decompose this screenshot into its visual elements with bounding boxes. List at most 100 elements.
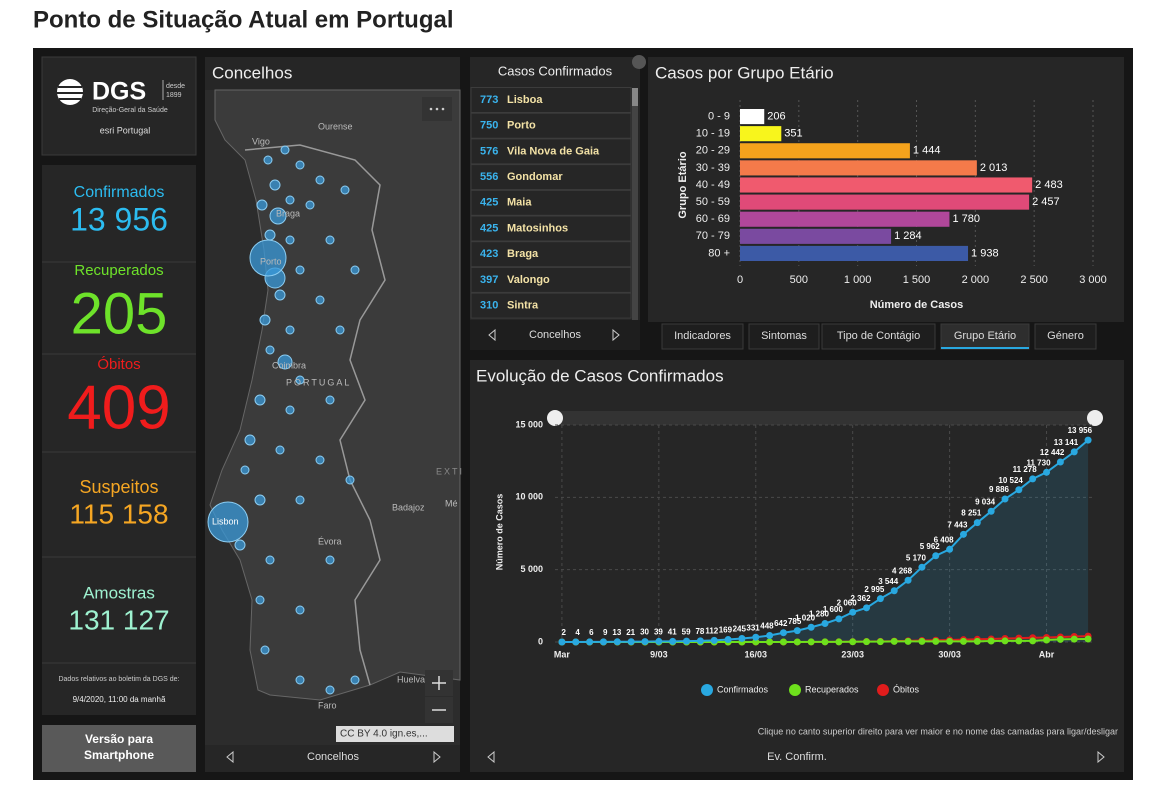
stat-label: Confirmados <box>74 184 165 201</box>
prev-arrow[interactable] <box>487 750 495 764</box>
data-point <box>1001 495 1009 503</box>
list-item[interactable] <box>470 87 632 113</box>
category-label: 10 - 19 <box>696 128 730 140</box>
list-item[interactable] <box>470 189 632 216</box>
zoom-icons <box>432 676 446 711</box>
tab-label[interactable]: Género <box>1047 330 1084 342</box>
map-bubble <box>285 195 295 205</box>
panel-footer[interactable]: Ev. Confirm. <box>767 751 827 763</box>
value-label: 2 060 <box>837 598 858 607</box>
map-label: Braga <box>276 208 300 218</box>
data-point <box>738 634 746 642</box>
legend-label[interactable]: Confirmados <box>717 684 769 694</box>
list-item[interactable] <box>470 164 632 191</box>
list-item[interactable] <box>470 112 632 139</box>
legend-swatch[interactable] <box>701 684 713 696</box>
value-label: 2 457 <box>1032 196 1060 208</box>
tab[interactable] <box>1034 323 1097 350</box>
button-text[interactable]: Smartphone <box>84 748 154 762</box>
scroll-thumb[interactable] <box>632 88 638 106</box>
tab-label[interactable]: Indicadores <box>674 330 731 342</box>
list-footer[interactable]: Concelhos <box>529 329 581 341</box>
x-axis-label: Número de Casos <box>870 299 964 311</box>
expand-button[interactable] <box>632 55 646 69</box>
stat-value: 13 956 <box>70 201 168 237</box>
map-labels: Ourense Vigo Braga Porto Coimbra PORTUGA… <box>212 121 462 710</box>
list-item[interactable] <box>470 266 632 293</box>
x-tick-label: 3 000 <box>1079 274 1107 286</box>
logo-panel <box>41 56 197 156</box>
smartphone-button[interactable] <box>42 725 196 772</box>
map-footer[interactable]: Concelhos <box>307 751 359 763</box>
time-slider[interactable] <box>555 411 1095 425</box>
category-label: 50 - 59 <box>696 196 730 208</box>
legend-label[interactable]: Recuperados <box>805 684 859 694</box>
logo-since: desde <box>166 83 185 90</box>
map-bubble <box>269 179 281 191</box>
data-point <box>655 637 663 645</box>
list-item[interactable] <box>470 241 632 268</box>
y-axis-label: Grupo Etário <box>677 151 689 219</box>
list-name: Porto <box>507 120 536 132</box>
map-bubble <box>244 434 256 446</box>
map-bubble <box>325 555 335 565</box>
data-point <box>1001 637 1009 645</box>
tab-label[interactable]: Tipo de Contágio <box>837 330 920 342</box>
tab-label[interactable]: Grupo Etário <box>954 330 1016 342</box>
category-label: 20 - 29 <box>696 145 730 157</box>
value-label: 9 886 <box>989 485 1010 494</box>
value-label: 5 170 <box>906 553 927 562</box>
scrollbar[interactable] <box>632 88 638 320</box>
value-label: 785 <box>788 617 802 626</box>
map-menu-dots <box>429 107 445 111</box>
list-count: 750 <box>480 120 498 132</box>
data-point <box>1015 637 1023 645</box>
tab-label[interactable]: Sintomas <box>761 330 807 342</box>
y-axis-label: Número de Casos <box>494 494 504 571</box>
data-point <box>876 595 884 603</box>
value-label: 1 600 <box>823 605 844 614</box>
y-tick-label: 0 <box>538 636 543 646</box>
list-item[interactable] <box>470 215 632 242</box>
prev-arrow[interactable] <box>226 750 234 764</box>
data-point <box>599 638 607 646</box>
tab[interactable] <box>748 323 820 350</box>
next-arrow[interactable] <box>1097 750 1105 764</box>
bar <box>740 143 910 159</box>
data-point <box>987 637 995 645</box>
legend-swatch[interactable] <box>789 684 801 696</box>
prev-arrow[interactable] <box>488 328 496 342</box>
map-bubble <box>254 494 266 506</box>
legend-swatch[interactable] <box>877 684 889 696</box>
next-arrow[interactable] <box>433 750 441 764</box>
legend-label[interactable]: Óbitos <box>893 684 920 694</box>
bar <box>740 126 782 142</box>
map-bubble <box>285 405 295 415</box>
x-tick-label: 23/03 <box>841 649 864 659</box>
tab[interactable] <box>821 323 936 350</box>
slider-handle[interactable] <box>547 410 563 426</box>
map-bubble <box>277 354 293 370</box>
value-label: 331 <box>746 623 760 632</box>
x-tick-label: 1 500 <box>903 274 931 286</box>
logo-org: Direção-Geral da Saúde <box>92 107 168 114</box>
map-bubble <box>207 501 249 543</box>
tab[interactable] <box>661 323 744 350</box>
list-item[interactable] <box>470 138 632 165</box>
data-point <box>1043 468 1051 476</box>
list-item[interactable] <box>470 292 632 319</box>
slider-handle[interactable] <box>1087 410 1103 426</box>
bar <box>740 194 1030 210</box>
map-bubble <box>295 375 305 385</box>
value-label: 1 284 <box>894 230 922 242</box>
data-point <box>1029 475 1037 483</box>
next-arrow[interactable] <box>612 328 620 342</box>
x-tick-label: 0 <box>737 274 743 286</box>
data-point <box>793 638 801 646</box>
list-name: Valongo <box>507 274 550 286</box>
value-label: 2 <box>561 628 566 637</box>
button-text[interactable]: Versão para <box>85 732 153 746</box>
data-point <box>904 576 912 584</box>
map-bubble <box>315 175 325 185</box>
map-bubble <box>265 345 275 355</box>
